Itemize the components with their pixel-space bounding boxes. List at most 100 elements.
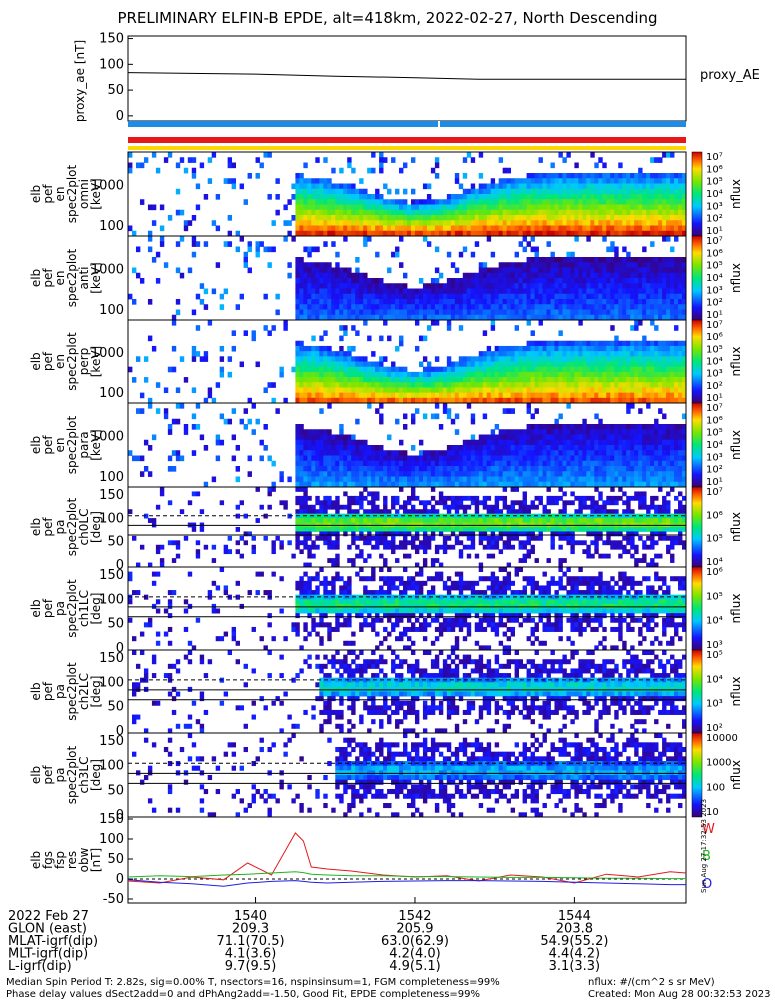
heatmap-cell [347, 356, 352, 362]
heatmap-cell [578, 220, 583, 226]
heatmap-cell [590, 283, 595, 289]
heatmap-cell [339, 215, 344, 221]
heatmap-cell [578, 267, 583, 274]
heatmap-cell [538, 230, 543, 237]
heatmap-cell [403, 162, 408, 169]
heatmap-cell [546, 371, 551, 378]
heatmap-cell [470, 397, 476, 404]
heatmap-cell [335, 251, 340, 258]
heatmap-ylabel-line: spec2plot [65, 332, 79, 391]
heatmap-cell [383, 304, 388, 310]
heatmap-cell [530, 278, 535, 284]
heatmap-cell [558, 225, 563, 232]
heatmap-cell [355, 283, 360, 289]
heatmap-cell [682, 429, 687, 435]
heatmap-cell [426, 241, 432, 247]
heatmap-cell [666, 215, 671, 221]
heatmap-cell [534, 278, 539, 284]
heatmap-cell [666, 340, 671, 347]
heatmap-cell [379, 509, 384, 515]
heatmap-cell [510, 434, 516, 441]
heatmap-cell [223, 549, 229, 555]
heatmap-cell [379, 209, 384, 216]
heatmap-cell [351, 476, 356, 483]
heatmap-cell [319, 434, 324, 441]
heatmap-cell [574, 382, 579, 388]
heatmap-cell [562, 439, 567, 446]
heatmap-cell [311, 304, 316, 310]
heatmap-cell [666, 460, 671, 467]
heatmap-cell [426, 220, 432, 226]
heatmap-cell [610, 288, 615, 295]
heatmap-cell [542, 262, 547, 268]
heatmap-cell [391, 466, 396, 472]
heatmap-cell [626, 439, 631, 446]
heatmap-cell [271, 382, 276, 388]
heatmap-cell [203, 288, 209, 295]
heatmap-cell [434, 314, 440, 321]
heatmap-cell [626, 361, 631, 368]
heatmap-cell [418, 387, 424, 394]
heatmap-cell [379, 476, 384, 483]
heatmap-cell [538, 476, 543, 483]
heatmap-cell [383, 460, 388, 467]
heatmap-cell [191, 413, 197, 420]
heatmap-cell [283, 397, 288, 404]
heatmap-cell [606, 188, 611, 195]
heatmap-cell [351, 304, 356, 310]
heatmap-cell [682, 272, 687, 279]
heatmap-cell [578, 272, 583, 279]
heatmap-cell [634, 220, 639, 226]
heatmap-cell [128, 167, 133, 174]
heatmap-cell [606, 283, 611, 289]
heatmap-cell [179, 509, 185, 515]
heatmap-cell [403, 476, 408, 483]
heatmap-cell [570, 361, 575, 368]
heatmap-cell [379, 288, 384, 295]
heatmap-cell [450, 199, 456, 205]
heatmap-cell [642, 382, 647, 388]
heatmap-cell [622, 262, 627, 268]
heatmap-cell [331, 283, 336, 289]
heatmap-cell [446, 471, 452, 477]
heatmap-cell [638, 434, 643, 441]
heatmap-cell [674, 325, 679, 331]
heatmap-cell [606, 262, 611, 268]
heatmap-cell [598, 293, 603, 300]
heatmap-cell [462, 204, 468, 211]
heatmap-cell [586, 188, 591, 195]
heatmap-cell [307, 562, 312, 568]
heatmap-cell [367, 335, 372, 342]
heatmap-cell [383, 320, 388, 326]
heatmap-cell [658, 424, 663, 430]
heatmap-cell [470, 471, 476, 477]
heatmap-cell [578, 225, 583, 232]
heatmap-cell [506, 377, 512, 383]
heatmap-cell [462, 460, 468, 467]
heatmap-cell [243, 531, 248, 537]
heatmap-cell [323, 199, 328, 205]
heatmap-cell [666, 230, 671, 237]
heatmap-cell [526, 466, 531, 472]
heatmap-cell [594, 445, 599, 451]
heatmap-cell [470, 455, 476, 462]
heatmap-cell [606, 471, 611, 477]
heatmap-cell [674, 215, 679, 221]
heatmap-cell [546, 439, 551, 446]
heatmap-cell [602, 471, 607, 477]
heatmap-cell [383, 366, 388, 373]
heatmap-cell [562, 455, 567, 462]
heatmap-cell [602, 272, 607, 279]
heatmap-cell [538, 471, 543, 477]
heatmap-cell [622, 460, 627, 467]
heatmap-cell [642, 445, 647, 451]
heatmap-cell [602, 209, 607, 216]
heatmap-cell [606, 204, 611, 211]
heatmap-cell [506, 220, 512, 226]
heatmap-cell [371, 194, 376, 200]
heatmap-cell [367, 382, 372, 388]
heatmap-cell [407, 309, 412, 316]
heatmap-cell [502, 215, 508, 221]
heatmap-cell [550, 466, 555, 472]
heatmap-cell [195, 491, 201, 497]
